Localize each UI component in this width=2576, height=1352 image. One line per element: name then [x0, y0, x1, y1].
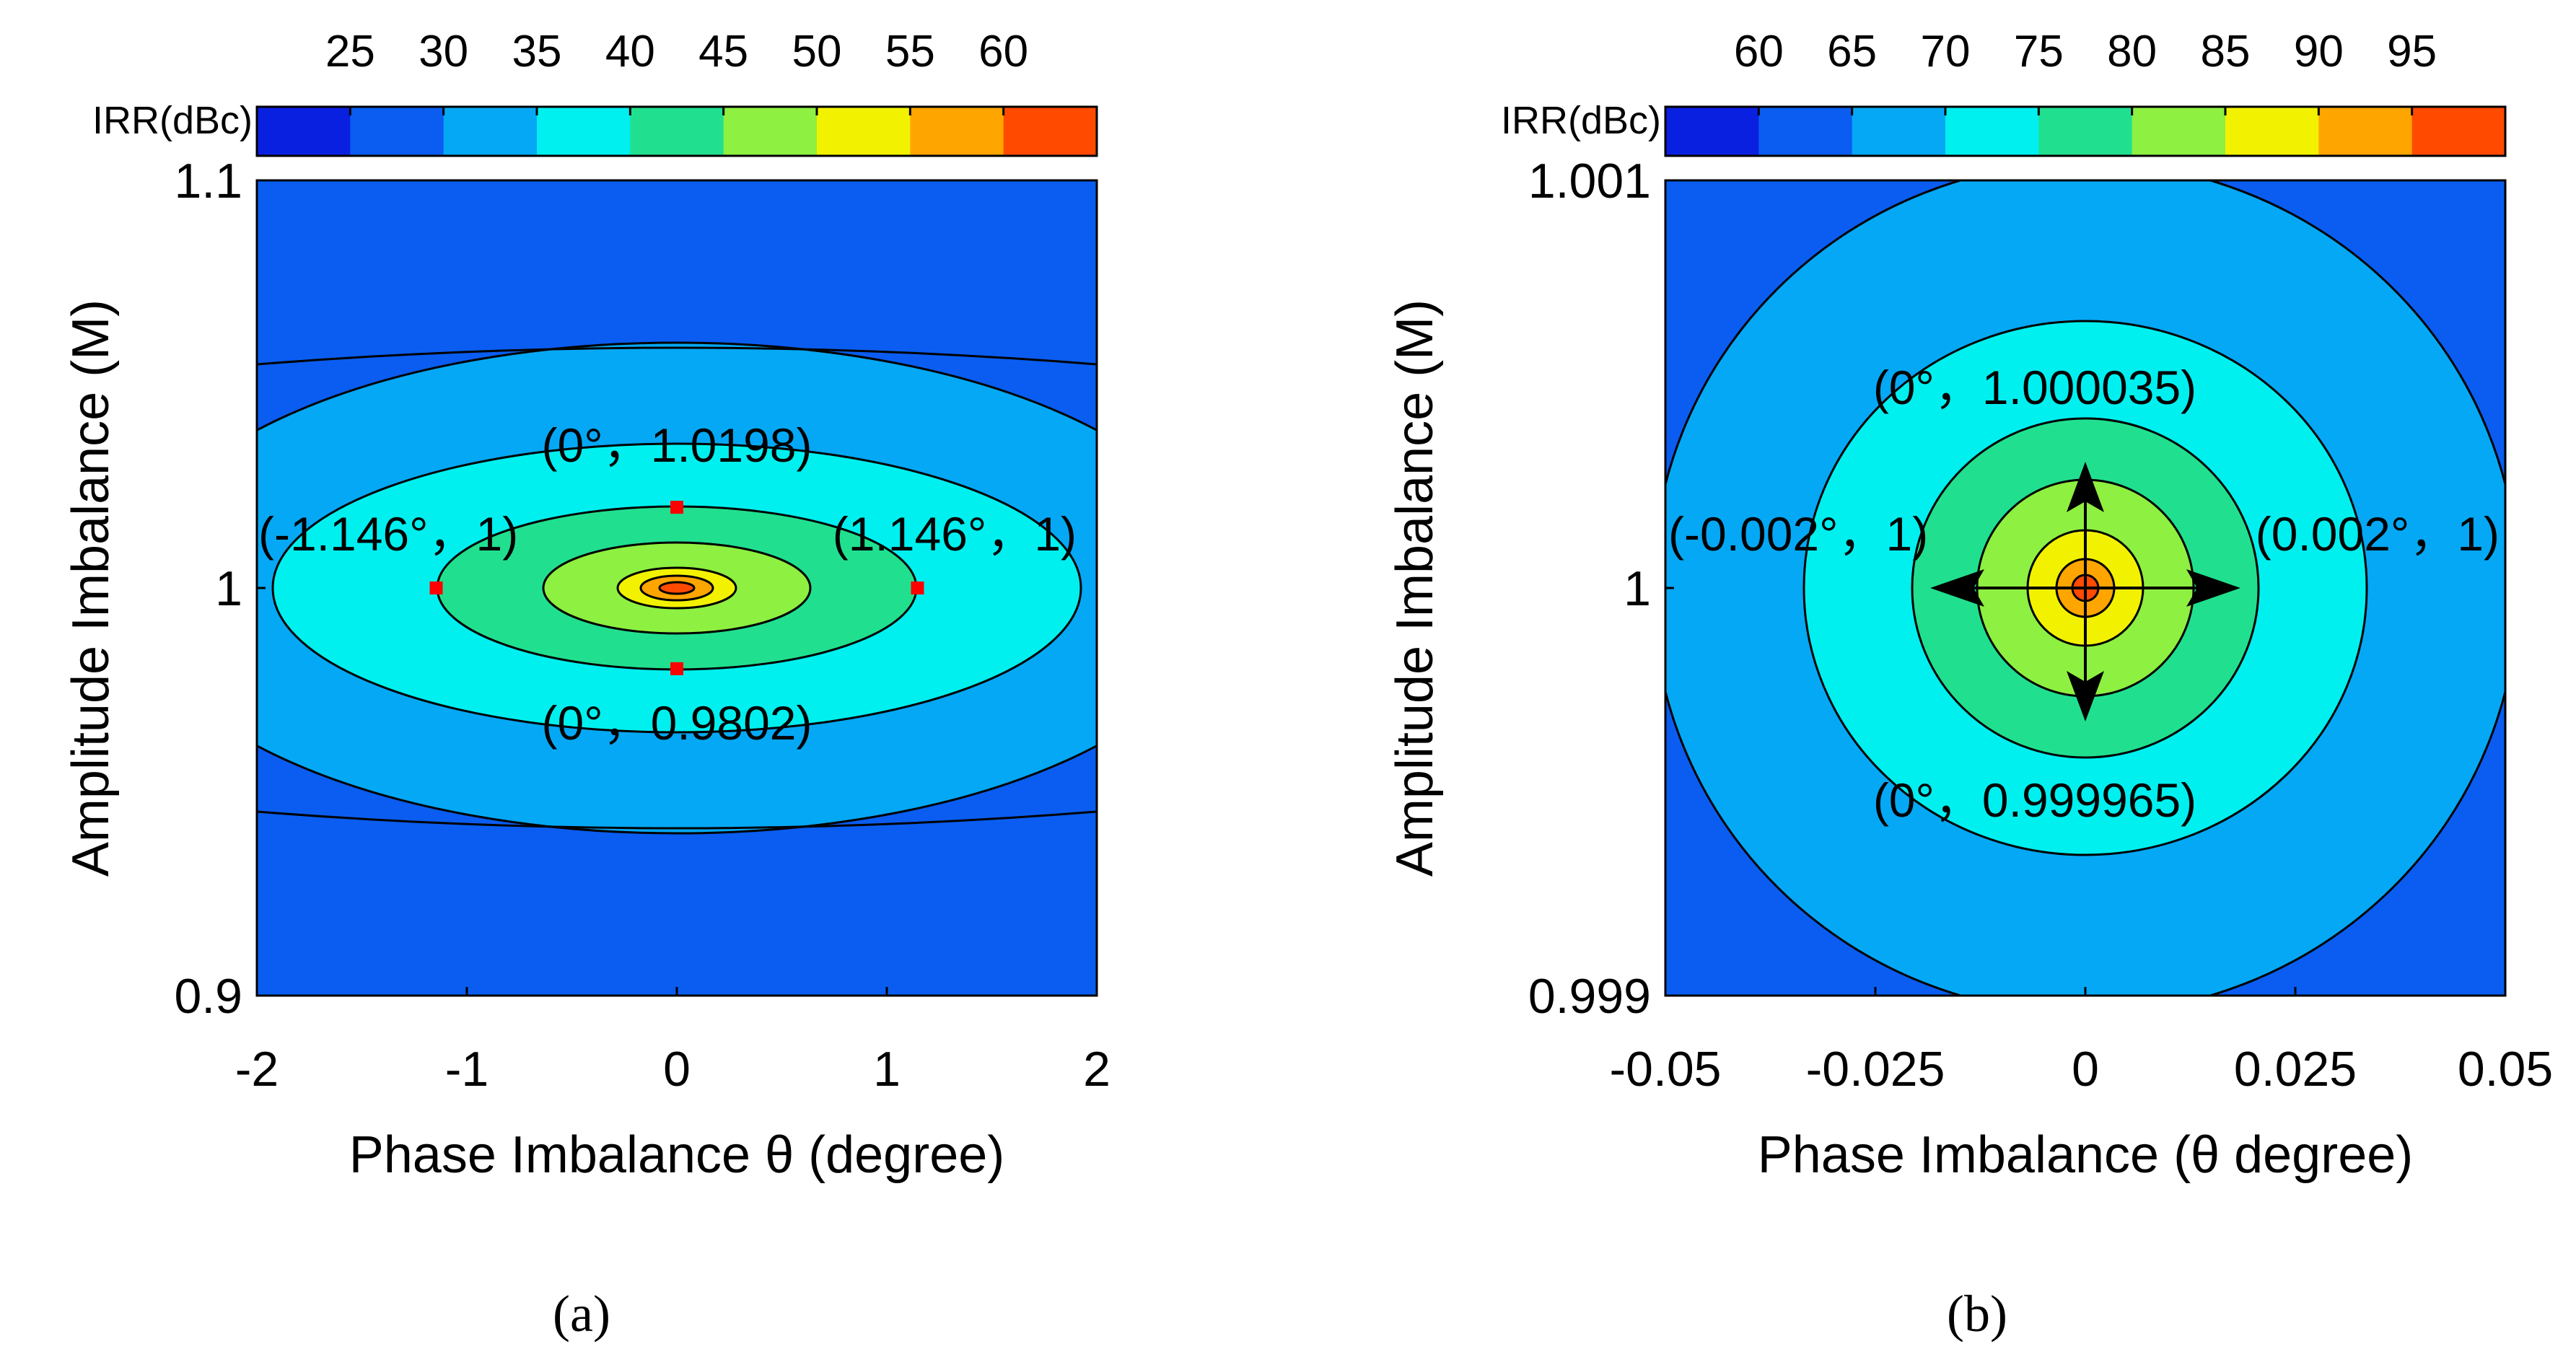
contour-band-undefineddBc: [658, 581, 696, 595]
x-tick-label-a: 0: [663, 1042, 691, 1097]
colorbar-b-tick-label: 65: [1827, 27, 1877, 76]
arrow-up: [2067, 462, 2104, 512]
annotation-label: (0°，0.9802): [542, 696, 812, 750]
x-axis-label-a: Phase Imbalance θ (degree): [349, 1126, 1005, 1184]
colorbar-a-tick-label: 40: [605, 27, 655, 76]
y-axis-label-a: Amplitude Imbalance (M): [62, 299, 120, 877]
y-tick-label-a: 0.9: [174, 969, 242, 1024]
x-tick-label-b: -0.05: [1610, 1042, 1722, 1097]
colorbar-b-cell: [2411, 107, 2506, 156]
panel-a: IRR(dBc) 25 30 35 40 45 50 55 60 (0°，1.0198)(0°…: [62, 27, 1110, 1343]
colorbar-b-cell: [1665, 107, 1759, 156]
colorbar-a-tick-label: 45: [698, 27, 748, 76]
x-tick-label-a: -1: [445, 1042, 489, 1097]
colorbar-a-tick-label: 30: [419, 27, 468, 76]
x-axis-label-b: Phase Imbalance (θ degree): [1758, 1126, 2414, 1184]
y-tick-label-a: 1: [215, 561, 242, 616]
x-tick-label-a: -2: [235, 1042, 279, 1097]
y-tick-label-b: 1.001: [1528, 154, 1651, 208]
panel-b: IRR(dBc) 60 65 70 75 80 85 90 95 (0°，1.000035)(…: [1386, 27, 2553, 1343]
colorbar-b-tick-label: 90: [2294, 27, 2344, 76]
colorbar-a-cell: [817, 107, 911, 156]
colorbar-b-frame: [1664, 105, 2507, 157]
colorbar-b-cell: [1945, 107, 2039, 156]
annotation-label: (0.002°，1): [2256, 507, 2500, 561]
x-tick-label-a: 2: [1083, 1042, 1110, 1097]
annotation-label: (-1.146°，1): [258, 507, 518, 561]
colorbar-b-tick-label: 75: [2014, 27, 2064, 76]
colorbar-a-title: IRR(dBc): [92, 99, 253, 142]
plot-area-a: (0°，1.0198) (0°，0.9802) (-1.146°，1) (1.146°…: [255, 179, 1098, 997]
colorbar-a-tick-label: 35: [512, 27, 562, 76]
colorbar-a-cell: [1003, 107, 1098, 156]
colorbar-b-cell: [1758, 107, 1853, 156]
colorbar-a-frame: [255, 105, 1098, 157]
colorbar-b-cell: [2038, 107, 2133, 156]
arrow-down: [2067, 671, 2104, 721]
colorbar-b-cell: [1852, 107, 1946, 156]
annotation-label: (-0.002°，1): [1668, 507, 1928, 561]
y-axis-label-b: Amplitude Imbalance (M): [1386, 299, 1444, 877]
colorbar-a: IRR(dBc) 25 30 35 40 45 50 55 60: [92, 27, 1098, 157]
x-tick-label-b: 0: [2072, 1042, 2099, 1097]
colorbar-b-cell: [2318, 107, 2413, 156]
colorbar-a-cell: [537, 107, 631, 156]
annotation-label: (0°，0.999965): [1873, 773, 2196, 827]
x-tick-label-b: 0.025: [2234, 1042, 2357, 1097]
annotation-label: (0°，1.0198): [542, 418, 812, 472]
colorbar-a-cell: [723, 107, 818, 156]
y-tick-label-b: 0.999: [1528, 969, 1651, 1024]
colorbar-b-tick-label: 85: [2201, 27, 2251, 76]
annotation-label: (0°，1.000035): [1873, 361, 2196, 414]
contour-line-30dBc-upper: [257, 346, 1097, 366]
annotation-label: (1.146°，1): [833, 507, 1077, 561]
colorbar-b-tick-label: 70: [1921, 27, 1971, 76]
highlighted-point: [429, 581, 443, 594]
x-tick-label-b: -0.025: [1806, 1042, 1945, 1097]
contour-line-30dBc-lower: [257, 810, 1097, 830]
panel-label-b: (b): [1947, 1285, 2007, 1343]
colorbar-b-tick-label: 95: [2387, 27, 2437, 76]
colorbar-b: IRR(dBc) 60 65 70 75 80 85 90 95: [1501, 27, 2507, 157]
x-tick-label-a: 1: [873, 1042, 901, 1097]
colorbar-b-cell: [2225, 107, 2319, 156]
arrow-left: [1930, 569, 1984, 607]
highlighted-point: [911, 581, 924, 594]
y-tick-label-a: 1.1: [174, 154, 242, 208]
colorbar-b-tick-label: 80: [2107, 27, 2157, 76]
colorbar-a-cell: [910, 107, 1004, 156]
arrow-right: [2186, 569, 2240, 607]
panel-label-a: (a): [553, 1285, 610, 1343]
colorbar-a-cell: [257, 107, 351, 156]
colorbar-a-cell: [630, 107, 724, 156]
plot-area-b: (0°，1.000035) (0°，0.999965) (-0.002°，1) (0.…: [1664, 179, 2507, 997]
highlighted-point: [670, 662, 683, 675]
colorbar-a-tick-label: 60: [978, 27, 1028, 76]
x-tick-label-b: 0.05: [2458, 1042, 2553, 1097]
colorbar-a-tick-label: 50: [792, 27, 842, 76]
highlighted-point: [670, 501, 683, 514]
colorbar-a-cell: [350, 107, 444, 156]
colorbar-a-tick-label: 25: [325, 27, 375, 76]
colorbar-b-title: IRR(dBc): [1501, 99, 1661, 142]
y-tick-label-b: 1: [1624, 561, 1651, 616]
colorbar-b-tick-label: 60: [1734, 27, 1784, 76]
colorbar-b-cell: [2132, 107, 2226, 156]
colorbar-a-tick-label: 55: [885, 27, 935, 76]
colorbar-a-cell: [443, 107, 538, 156]
